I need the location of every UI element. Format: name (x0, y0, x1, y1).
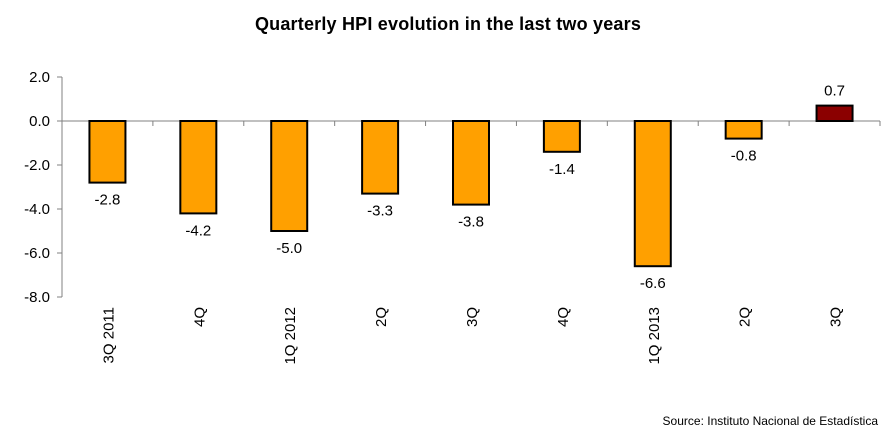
y-tick-label: -6.0 (24, 245, 50, 262)
x-category-label: 1Q 2013 (646, 307, 663, 365)
bar (452, 120, 490, 206)
data-label: -4.2 (185, 222, 211, 239)
data-label: -1.4 (549, 161, 575, 178)
x-category-label: 2Q (737, 307, 754, 327)
data-label: -3.8 (458, 214, 484, 231)
bar (542, 120, 581, 153)
x-category-label: 2Q (373, 307, 390, 327)
y-tick-label: -4.0 (24, 201, 50, 218)
y-tick-label: 0.0 (29, 113, 50, 130)
source-note: Source: Instituto Nacional de Estadístic… (662, 414, 878, 428)
x-category-label: 3Q (828, 307, 845, 327)
data-label: -3.3 (367, 203, 393, 220)
x-category-label: 3Q 2011 (100, 307, 117, 363)
bar (88, 120, 127, 184)
x-category-label: 4Q (191, 307, 208, 327)
y-tick-label: -2.0 (24, 157, 50, 174)
chart-title: Quarterly HPI evolution in the last two … (254, 14, 642, 34)
bar (179, 120, 218, 215)
bar (815, 104, 854, 122)
bar (270, 120, 309, 232)
data-label: -5.0 (276, 240, 302, 257)
bar (633, 120, 672, 268)
x-category-label: 1Q 2012 (282, 307, 299, 365)
data-label: -0.8 (731, 148, 757, 165)
data-label: -2.8 (95, 192, 121, 209)
bar (361, 120, 400, 195)
data-label: 0.7 (824, 83, 845, 100)
y-tick-label: -8.0 (24, 289, 50, 306)
x-category-label: 3Q (464, 307, 481, 327)
bar (724, 120, 763, 140)
y-tick-label: 2.0 (29, 69, 50, 86)
x-category-label: 4Q (555, 307, 572, 327)
data-label: -6.6 (640, 275, 666, 292)
